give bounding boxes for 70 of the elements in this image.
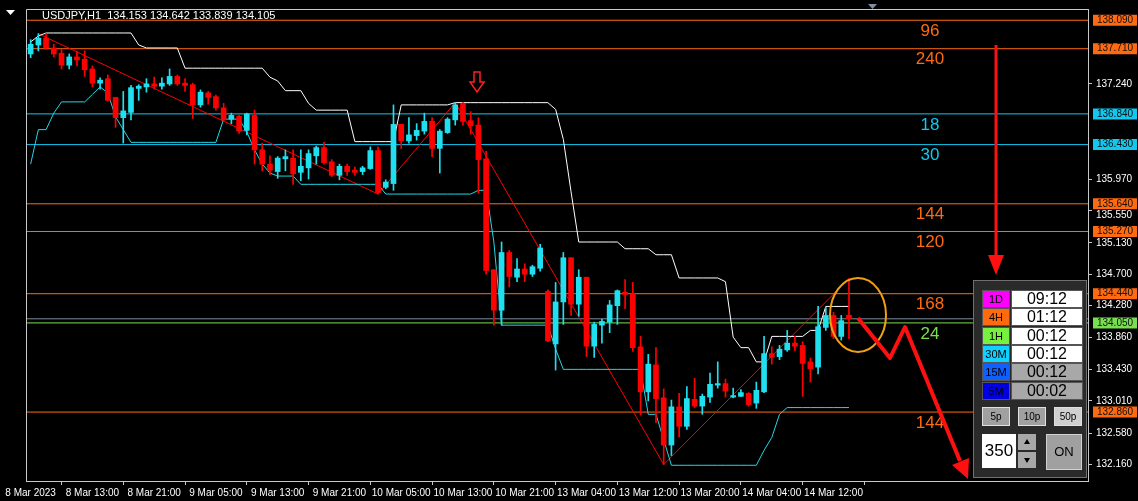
- annotation: 168: [915, 294, 945, 314]
- annotation: 18: [920, 114, 940, 134]
- text: 1D: [982, 290, 1010, 308]
- candlestick: [182, 78, 188, 92]
- annotation: 30: [920, 145, 940, 165]
- text: 15M: [982, 363, 1010, 382]
- y-tick-label: 135.970: [1096, 172, 1133, 184]
- y-tick-label: 134.700: [1096, 267, 1133, 279]
- chart-title: USDJPY,H1 134.153 134.642 133.839 134.105: [42, 9, 276, 22]
- x-tick-label: 8 Mar 2023: [5, 486, 57, 498]
- candlestick: [846, 278, 852, 340]
- y-tick-label: 133.430: [1096, 363, 1133, 375]
- x-tick-label: 9 Mar 05:00: [189, 486, 244, 498]
- ref-line-label: 138.090: [1096, 13, 1134, 25]
- y-tick-label: 133.010: [1096, 394, 1133, 406]
- y-tick-label: 132.580: [1096, 426, 1133, 438]
- y-tick-label: 135.130: [1096, 236, 1133, 248]
- y-tick-label: 133.860: [1096, 330, 1133, 342]
- y-tick-label: 137.240: [1096, 77, 1133, 89]
- x-tick-label: 9 Mar 13:00: [250, 486, 305, 498]
- ref-line-label: 137.710: [1096, 42, 1134, 54]
- ref-line-label: 135.640: [1096, 197, 1134, 209]
- text: 50p: [1054, 407, 1082, 426]
- candlestick: [135, 84, 142, 101]
- text: ON: [1046, 434, 1082, 470]
- x-tick-label: 8 Mar 21:00: [127, 486, 182, 498]
- x-tick-label: 10 Mar 05:00: [371, 486, 432, 498]
- text: 09:12: [1011, 290, 1083, 308]
- x-tick-label: 9 Mar 21:00: [312, 486, 367, 498]
- candlestick: [406, 117, 412, 144]
- text: 00:02: [1011, 381, 1083, 400]
- annotation: 24: [920, 323, 940, 343]
- x-tick-label: 13 Mar 04:00: [557, 486, 617, 498]
- text: 4H: [982, 308, 1010, 327]
- y-tick-label: 134.280: [1096, 299, 1133, 311]
- annotation: 96: [920, 20, 940, 40]
- text: 00:12: [1011, 344, 1083, 363]
- ref-line-label: 135.270: [1096, 225, 1134, 237]
- candlestick: [298, 149, 304, 181]
- ref-line-label: 134.050: [1096, 316, 1134, 328]
- text: 350: [982, 434, 1016, 468]
- text: 5p: [982, 407, 1010, 426]
- x-tick-label: 13 Mar 20:00: [680, 486, 740, 498]
- y-tick-label: 132.160: [1096, 458, 1133, 470]
- x-tick-label: 14 Mar 04:00: [742, 486, 802, 498]
- ref-line-label: 132.860: [1096, 405, 1134, 417]
- candlestick: [714, 361, 721, 389]
- candlestick: [120, 91, 127, 144]
- x-tick-label: 13 Mar 12:00: [618, 486, 679, 498]
- ref-line-label: 134.440: [1096, 287, 1134, 299]
- candlestick: [730, 387, 737, 399]
- text: 5M: [982, 381, 1010, 400]
- x-tick-label: 8 Mar 13:00: [65, 486, 120, 498]
- x-tick-label: 14 Mar 12:00: [804, 486, 864, 498]
- annotation: 120: [915, 232, 945, 252]
- text: 00:12: [1011, 363, 1083, 382]
- text: 01:12: [1011, 308, 1083, 327]
- text: 30M: [982, 344, 1010, 363]
- annotation: 240: [915, 49, 945, 69]
- annotation: 144: [915, 204, 945, 224]
- candlestick: [622, 279, 628, 310]
- ref-line-label: 136.430: [1096, 138, 1134, 150]
- candlestick: [599, 318, 605, 344]
- text: 10p: [1018, 407, 1046, 426]
- ref-line-label: 136.840: [1096, 107, 1134, 119]
- text: 00:12: [1011, 326, 1083, 345]
- x-tick-label: 10 Mar 21:00: [495, 486, 555, 498]
- x-tick-label: 10 Mar 13:00: [433, 486, 493, 498]
- y-tick-label: 135.550: [1096, 209, 1133, 221]
- text: 1H: [982, 326, 1010, 345]
